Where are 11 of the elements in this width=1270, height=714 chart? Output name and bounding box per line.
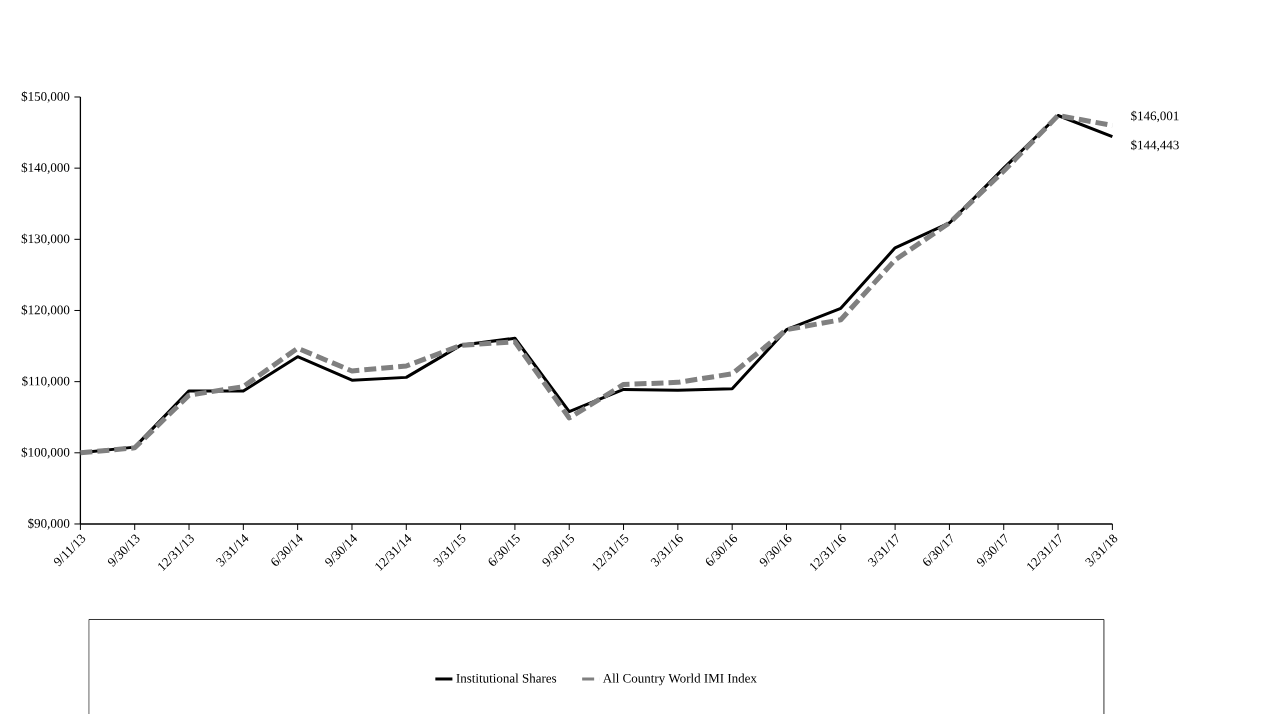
annotation: $144,443	[1131, 139, 1179, 152]
y-tick-label: $110,000	[22, 375, 70, 388]
y-tick-label: $120,000	[21, 304, 70, 317]
y-tick-label: $100,000	[21, 447, 70, 459]
y-tick-label: $140,000	[21, 162, 70, 174]
y-tick-label: $90,000	[28, 518, 70, 530]
legend-label: All Country World IMI Index	[602, 673, 757, 686]
y-tick-label: $150,000	[21, 91, 70, 103]
y-tick-label: $130,000	[21, 233, 70, 246]
legend-label: Institutional Shares	[456, 673, 557, 683]
annotation: $146,001	[1131, 110, 1179, 123]
